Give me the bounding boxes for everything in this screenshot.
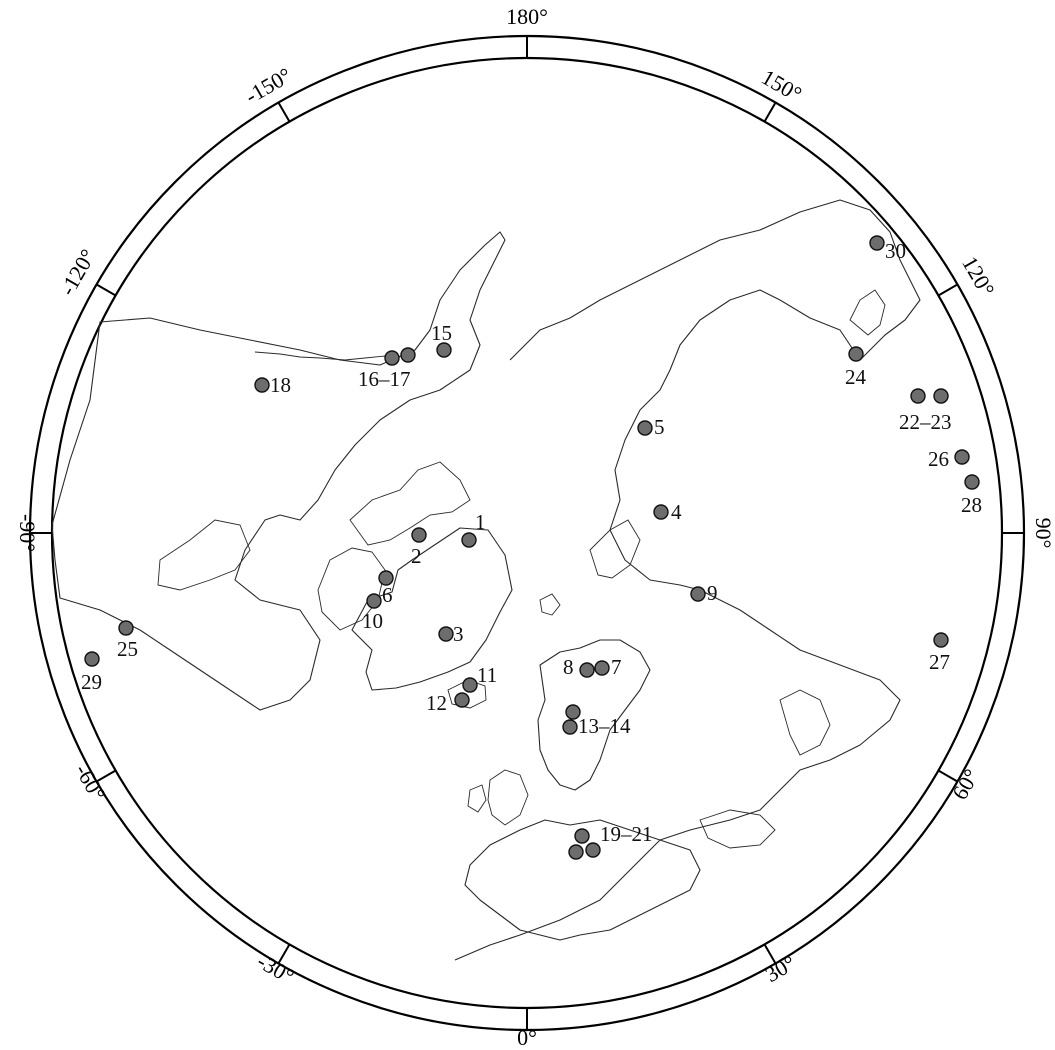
site-marker-3	[438, 626, 454, 642]
site-label-9: 9	[707, 581, 718, 605]
site-marker-11	[462, 677, 478, 693]
site-marker-26	[954, 449, 970, 465]
outer-ring	[28, 34, 1026, 1032]
coastlines	[51, 199, 921, 961]
coastline-siberia	[454, 199, 921, 961]
graticule-tick	[937, 769, 958, 783]
coastline-baffin	[317, 547, 386, 631]
map-frame	[28, 34, 1026, 1032]
site-marker-20	[568, 844, 584, 860]
coastline-greenland	[351, 527, 513, 691]
site-marker-1	[461, 532, 477, 548]
site-label-2: 2	[411, 544, 422, 568]
graticule-tick	[763, 102, 777, 123]
lon-label-minus30: -30°	[253, 948, 299, 989]
site-marker-2	[411, 527, 427, 543]
site-marker-22	[910, 388, 926, 404]
coastline-black-sea	[699, 809, 776, 849]
site-marker-23	[933, 388, 949, 404]
site-label-5: 5	[654, 415, 665, 439]
lon-label-30: 30°	[761, 950, 800, 987]
coastline-aleutians	[254, 351, 386, 361]
site-marker-16	[384, 350, 400, 366]
site-marker-19	[574, 828, 590, 844]
site-marker-12	[454, 692, 470, 708]
site-label-3: 3	[453, 622, 464, 646]
site-label-1: 1	[475, 510, 486, 534]
coastline-ireland	[467, 784, 487, 813]
coastline-svalbard	[539, 593, 561, 616]
site-label-8: 8	[563, 655, 574, 679]
coastline-caspian	[779, 689, 831, 756]
site-label-12: 12	[426, 691, 447, 715]
lon-label-60: 60°	[947, 765, 984, 804]
graticule-tick	[96, 283, 117, 297]
site-label-6: 6	[382, 583, 393, 607]
graticule-tick	[763, 943, 777, 964]
site-marker-25	[118, 620, 134, 636]
site-label-30: 30	[885, 239, 906, 263]
graticule-tick	[937, 283, 958, 297]
site-label-7: 7	[611, 655, 622, 679]
lon-label-minus150: -150°	[241, 62, 296, 108]
graticule-ticks	[30, 36, 1024, 1030]
site-label-27: 27	[929, 650, 950, 674]
site-marker-9	[690, 586, 706, 602]
coastline-scandinavia	[537, 639, 651, 791]
lon-label-90: 90°	[1031, 518, 1055, 549]
site-label-29: 29	[81, 670, 102, 694]
site-marker-29	[84, 651, 100, 667]
site-marker-8	[579, 662, 595, 678]
coastline-hudson-bay	[157, 519, 251, 591]
site-marker-4	[653, 504, 669, 520]
lon-label-180: 180°	[506, 4, 548, 29]
inner-ring	[50, 56, 1004, 1010]
site-marker-15	[436, 342, 452, 358]
site-marker-27	[933, 632, 949, 648]
site-label-19-21: 19–21	[600, 822, 653, 846]
site-label-28: 28	[961, 493, 982, 517]
site-label-11: 11	[477, 663, 497, 687]
site-label-24: 24	[845, 365, 867, 389]
lon-label-minus90: -90°	[15, 514, 40, 552]
site-label-25: 25	[117, 637, 138, 661]
lon-label-150: 150°	[757, 64, 806, 107]
lon-label-minus60: -60°	[70, 759, 111, 805]
site-marker-24	[848, 346, 864, 362]
site-label-18: 18	[270, 373, 291, 397]
site-marker-17	[400, 347, 416, 363]
coastline-europe	[464, 819, 701, 941]
site-marker-7	[594, 660, 610, 676]
site-marker-21	[585, 842, 601, 858]
site-marker-5	[637, 420, 653, 436]
site-marker-6	[378, 570, 394, 586]
longitude-labels: 180° 150° 120° 90° 60° 30° 0° -30° -60° …	[15, 4, 1055, 1050]
site-marker-18	[254, 377, 270, 393]
site-marker-13	[565, 704, 581, 720]
site-label-15: 15	[431, 321, 452, 345]
site-label-16-17: 16–17	[358, 367, 411, 391]
site-markers: 1 2 3 4 5 6 7 8 9 10	[81, 235, 982, 860]
graticule-tick	[277, 102, 291, 123]
graticule-tick	[277, 943, 291, 964]
site-label-4: 4	[671, 500, 682, 524]
lon-label-0: 0°	[517, 1025, 537, 1050]
coastline-north-america	[51, 231, 506, 711]
coastline-novaya-zemlya	[589, 519, 641, 579]
site-marker-14	[562, 719, 578, 735]
site-marker-28	[964, 474, 980, 490]
site-label-26: 26	[928, 447, 949, 471]
coastline-kamchatka	[849, 289, 886, 336]
site-label-10: 10	[362, 609, 383, 633]
site-marker-30	[869, 235, 885, 251]
coastline-arctic-archipelago	[349, 461, 471, 546]
site-marker-10	[366, 593, 382, 609]
site-label-22-23: 22–23	[899, 410, 952, 434]
coastline-britain	[487, 769, 529, 826]
site-label-13-14: 13–14	[578, 714, 631, 738]
graticule-tick	[96, 769, 117, 783]
